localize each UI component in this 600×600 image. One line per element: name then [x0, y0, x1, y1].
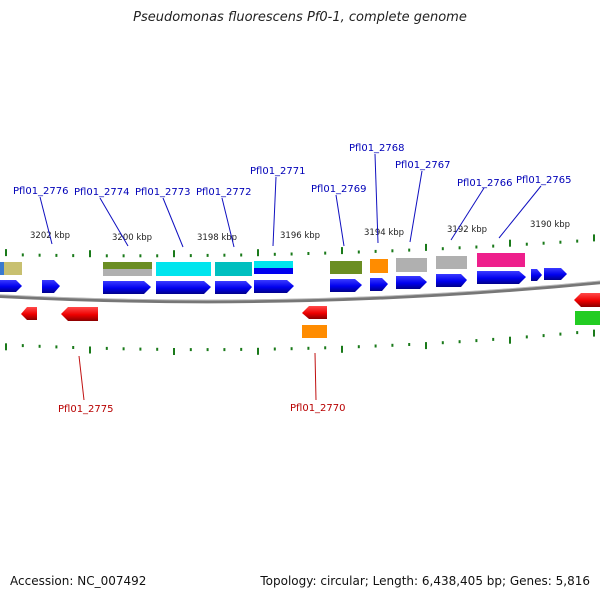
inner-tick-track	[5, 329, 595, 355]
gene-arrow-forward[interactable]	[103, 281, 151, 294]
gene-arrow-forward[interactable]	[396, 276, 427, 289]
cog-bar[interactable]	[254, 261, 293, 268]
gene-arrow-reverse[interactable]	[302, 306, 327, 319]
gene-label-pfl01-2776[interactable]: Pfl01_2776	[13, 186, 69, 197]
gene-label-pfl01-2766[interactable]: Pfl01_2766	[457, 178, 513, 189]
map-title: Pseudomonas fluorescens Pf0-1, complete …	[133, 10, 467, 25]
accession-text: Accession: NC_007492	[10, 574, 147, 588]
cog-bar[interactable]	[103, 269, 152, 276]
gene-arrow-reverse[interactable]	[574, 293, 600, 307]
gene-arrow-forward[interactable]	[330, 279, 362, 292]
scale-label-3198: 3198 kbp	[197, 233, 237, 243]
cog-bar[interactable]	[436, 256, 467, 269]
gene-label-pfl01-2773[interactable]: Pfl01_2773	[135, 187, 191, 198]
gene-arrow-forward[interactable]	[156, 281, 211, 294]
gene-arrow-reverse[interactable]	[61, 307, 98, 321]
gene-label-pfl01-2775[interactable]: Pfl01_2775	[58, 404, 114, 415]
cog-bar[interactable]	[254, 268, 293, 274]
scale-label-3192: 3192 kbp	[447, 225, 487, 235]
scale-label-3190: 3190 kbp	[530, 220, 570, 230]
genome-summary-text: Topology: circular; Length: 6,438,405 bp…	[260, 574, 590, 588]
gene-arrow-forward[interactable]	[477, 271, 526, 284]
cog-track	[0, 253, 600, 338]
gene-arrow-reverse[interactable]	[21, 307, 37, 320]
genome-backbone-highlight	[0, 280, 600, 301]
cog-bar[interactable]	[575, 311, 600, 325]
cog-bar[interactable]	[0, 262, 4, 275]
cog-bar[interactable]	[477, 253, 525, 267]
cog-bar[interactable]	[370, 259, 388, 273]
gene-arrow-forward[interactable]	[531, 269, 542, 281]
outer-tick-track	[5, 234, 595, 258]
gene-arrow-forward[interactable]	[0, 280, 22, 292]
cog-bar[interactable]	[215, 262, 252, 276]
gene-label-pfl01-2774[interactable]: Pfl01_2774	[74, 187, 130, 198]
cog-bar[interactable]	[0, 262, 22, 275]
cog-bar[interactable]	[302, 325, 327, 338]
gene-label-pfl01-2765[interactable]: Pfl01_2765	[516, 175, 572, 186]
gene-label-pfl01-2768[interactable]: Pfl01_2768	[349, 143, 405, 154]
forward-label-leaders	[39, 153, 542, 248]
cog-bar[interactable]	[396, 258, 427, 272]
gene-arrow-forward[interactable]	[436, 274, 467, 287]
scale-label-3200: 3200 kbp	[112, 233, 152, 243]
gene-label-pfl01-2767[interactable]: Pfl01_2767	[395, 160, 451, 171]
scale-label-3196: 3196 kbp	[280, 231, 320, 241]
gene-label-pfl01-2772[interactable]: Pfl01_2772	[196, 187, 252, 198]
gene-arrow-forward[interactable]	[370, 278, 388, 291]
gene-arrow-forward[interactable]	[42, 280, 60, 293]
gene-arrow-forward[interactable]	[544, 268, 567, 280]
gene-label-pfl01-2769[interactable]: Pfl01_2769	[311, 184, 367, 195]
gene-arrow-forward[interactable]	[215, 281, 252, 294]
reverse-label-leaders	[78, 352, 317, 401]
gene-label-pfl01-2770[interactable]: Pfl01_2770	[290, 403, 346, 414]
gene-label-pfl01-2771[interactable]: Pfl01_2771	[250, 166, 306, 177]
gene-arrow-forward[interactable]	[254, 280, 294, 293]
cog-bar[interactable]	[156, 262, 211, 276]
forward-gene-track	[0, 268, 567, 294]
cog-bar[interactable]	[330, 261, 362, 274]
cog-bar[interactable]	[103, 262, 152, 269]
scale-label-3194: 3194 kbp	[364, 228, 404, 238]
genome-backbone	[0, 280, 600, 304]
reverse-gene-track	[21, 293, 600, 321]
